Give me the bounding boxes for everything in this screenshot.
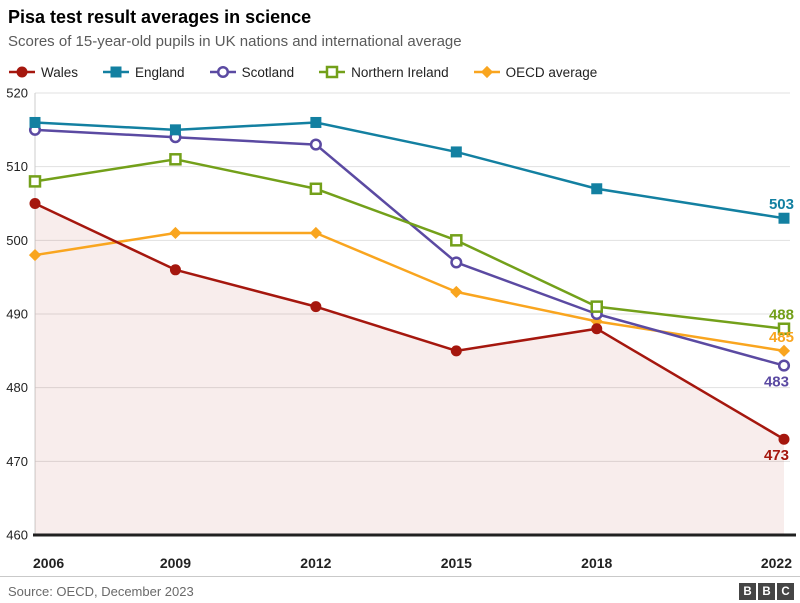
marker-england bbox=[310, 116, 322, 128]
legend-label: Scotland bbox=[241, 64, 295, 80]
legend-glyph bbox=[325, 65, 339, 79]
marker-oecd-average bbox=[169, 226, 182, 240]
line-chart: 460 470 480 490 500 510 520 473 503 483 488 485 2006… bbox=[6, 86, 796, 571]
marker-wales bbox=[310, 301, 322, 313]
y-tick-label: 520 bbox=[6, 86, 28, 101]
area-fill-wales bbox=[35, 203, 784, 535]
marker-wales bbox=[778, 433, 790, 445]
marker-northern-ireland bbox=[169, 153, 182, 166]
legend-item-scotland: Scotland bbox=[209, 64, 295, 80]
x-tick-label: 2012 bbox=[300, 555, 331, 571]
y-tick-label: 480 bbox=[6, 380, 28, 395]
series-line-wales bbox=[34, 202, 785, 441]
legend-marker-scotland-icon bbox=[209, 65, 236, 79]
marker-england bbox=[29, 116, 41, 128]
end-label-scotland: 483 bbox=[764, 374, 789, 391]
marker-oecd-average bbox=[777, 344, 791, 357]
source-text: Source: OECD, December 2023 bbox=[8, 584, 194, 599]
series-england bbox=[29, 116, 790, 224]
legend-label: Northern Ireland bbox=[351, 64, 449, 80]
x-tick-label: 2006 bbox=[33, 555, 64, 571]
marker-england bbox=[778, 212, 790, 224]
series-wales bbox=[29, 198, 790, 445]
marker-northern-ireland bbox=[309, 182, 323, 196]
marker-scotland bbox=[777, 359, 791, 372]
y-tick-label: 490 bbox=[6, 307, 28, 322]
bbc-logo-block: C bbox=[777, 583, 794, 600]
page-subtitle: Scores of 15-year-old pupils in UK natio… bbox=[8, 32, 462, 50]
marker-england bbox=[169, 124, 181, 136]
legend-label: OECD average bbox=[505, 64, 598, 80]
marker-oecd-average bbox=[309, 226, 322, 240]
marker-northern-ireland bbox=[450, 234, 463, 247]
y-tick-label: 460 bbox=[6, 528, 28, 543]
footer-divider bbox=[0, 576, 800, 577]
series-line-scotland bbox=[34, 128, 785, 367]
bbc-logo-block: B bbox=[758, 583, 775, 600]
series-line-oecd-average bbox=[34, 231, 785, 353]
marker-scotland bbox=[450, 256, 463, 269]
legend-item-wales: Wales bbox=[8, 64, 78, 80]
marker-wales bbox=[29, 198, 41, 209]
series-line-northern-ireland bbox=[34, 158, 785, 330]
marker-wales bbox=[450, 345, 462, 357]
chart-header: Pisa test result averages in science Sco… bbox=[0, 0, 800, 51]
legend: Wales England Scotland Northern Ireland OECD… bbox=[0, 51, 800, 83]
bbc-logo-block: B bbox=[739, 583, 756, 600]
x-tick-label: 2022 bbox=[761, 555, 792, 571]
legend-glyph bbox=[480, 65, 493, 79]
y-tick-label: 510 bbox=[6, 159, 28, 174]
legend-label: England bbox=[135, 64, 185, 80]
series-northern-ireland bbox=[28, 153, 791, 335]
page-title: Pisa test result averages in science bbox=[8, 7, 312, 27]
x-tick-label: 2015 bbox=[441, 555, 472, 571]
marker-wales bbox=[169, 264, 181, 276]
legend-glyph bbox=[216, 65, 229, 79]
marker-wales bbox=[591, 323, 603, 335]
marker-northern-ireland bbox=[777, 322, 791, 335]
legend-item-northern-ireland: Northern Ireland bbox=[318, 64, 449, 80]
y-tick-label: 500 bbox=[6, 233, 28, 248]
marker-northern-ireland bbox=[590, 300, 603, 313]
legend-marker-england-icon bbox=[103, 66, 130, 78]
x-tick-label: 2018 bbox=[581, 555, 612, 571]
marker-oecd-average bbox=[450, 285, 463, 298]
legend-glyph bbox=[110, 66, 122, 78]
series-line-england bbox=[34, 121, 785, 220]
end-label-england: 503 bbox=[769, 196, 794, 213]
legend-item-oecd-average: OECD average bbox=[473, 64, 598, 80]
marker-england bbox=[591, 183, 603, 195]
y-tick-label: 470 bbox=[6, 454, 28, 469]
legend-item-england: England bbox=[102, 64, 185, 80]
end-label-oecd-average: 485 bbox=[769, 329, 794, 346]
end-label-northern-ireland: 488 bbox=[769, 307, 794, 324]
legend-marker-northern-ireland-icon bbox=[319, 65, 346, 79]
legend-glyph bbox=[16, 66, 28, 78]
legend-marker-wales-icon bbox=[9, 66, 35, 78]
end-label-wales: 473 bbox=[764, 447, 789, 464]
marker-northern-ireland bbox=[28, 175, 42, 188]
legend-label: Wales bbox=[41, 64, 79, 80]
marker-scotland bbox=[309, 138, 322, 151]
legend-marker-oecd-average-icon bbox=[473, 65, 500, 79]
marker-england bbox=[450, 146, 462, 158]
x-tick-label: 2009 bbox=[160, 555, 191, 571]
